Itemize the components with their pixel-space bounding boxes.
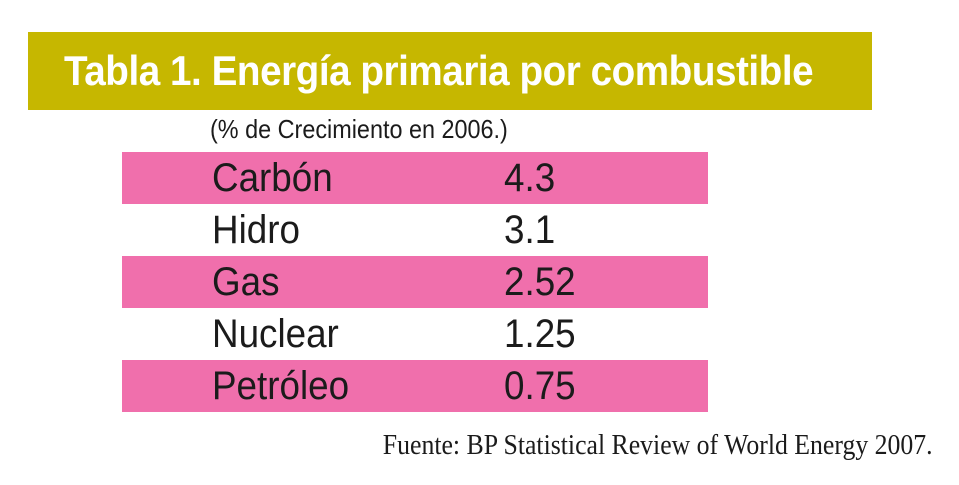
growth-value: 0.75: [504, 364, 576, 408]
table-title: Tabla 1. Energía primaria por combustibl…: [64, 47, 814, 94]
title-bar: Tabla 1. Energía primaria por combustibl…: [28, 32, 872, 110]
table-row: Petróleo 0.75: [122, 360, 708, 412]
fuel-name: Petróleo: [212, 364, 350, 408]
table-row: Nuclear 1.25: [122, 308, 708, 360]
table-row: Gas 2.52: [122, 256, 708, 308]
growth-value: 1.25: [504, 312, 576, 356]
fuel-name: Gas: [212, 260, 280, 304]
table-row: Hidro 3.1: [122, 204, 708, 256]
fuel-name: Carbón: [212, 156, 333, 200]
source-note: Fuente: BP Statistical Review of World E…: [383, 430, 933, 461]
growth-value: 4.3: [504, 156, 556, 200]
growth-value: 2.52: [504, 260, 576, 304]
table-row: Carbón 4.3: [122, 152, 708, 204]
data-table: Carbón 4.3 Hidro 3.1 Gas 2.52 Nuclear 1.…: [122, 152, 708, 412]
growth-value: 3.1: [504, 208, 556, 252]
table-subtitle: (% de Crecimiento en 2006.): [210, 114, 508, 144]
fuel-name: Nuclear: [212, 312, 339, 356]
fuel-name: Hidro: [212, 208, 300, 252]
